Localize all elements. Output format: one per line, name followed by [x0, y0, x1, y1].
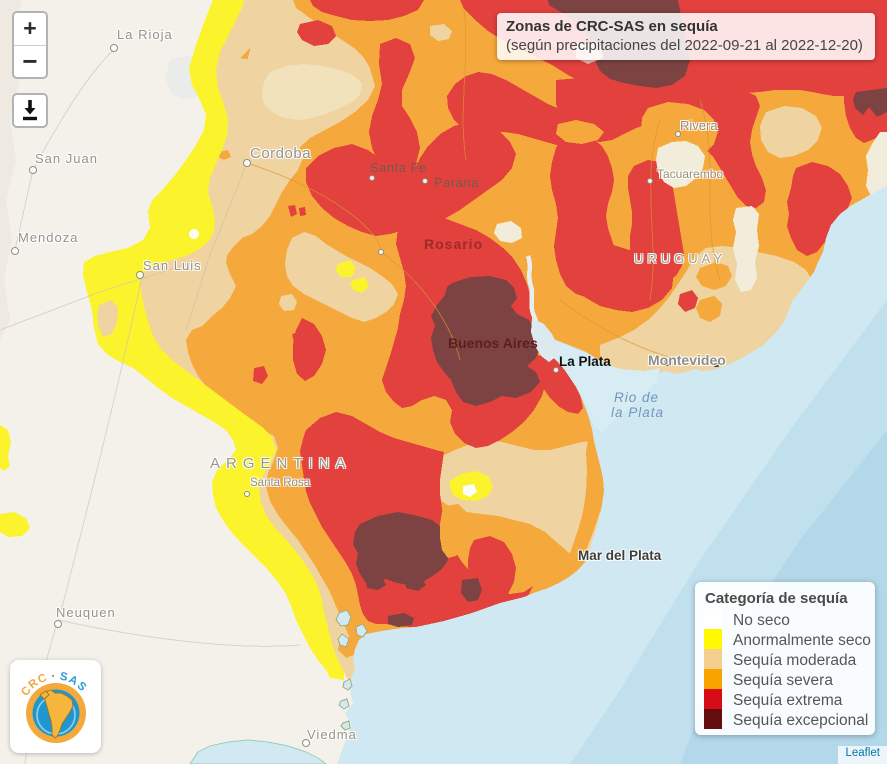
svg-text:S: S	[59, 671, 69, 684]
svg-text:·: ·	[51, 670, 56, 682]
